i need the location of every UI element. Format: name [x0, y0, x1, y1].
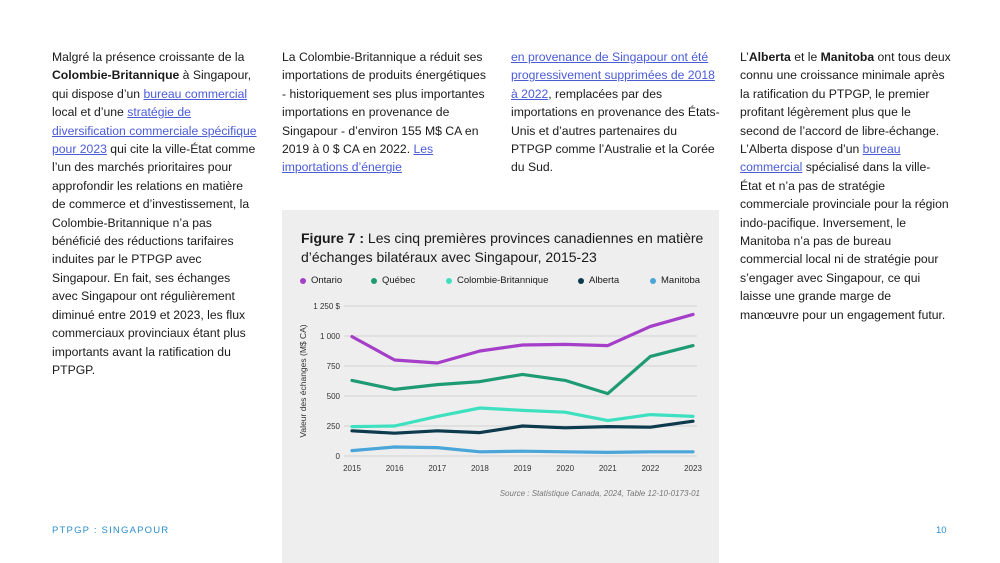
y-tick-label: 0 — [336, 452, 341, 461]
legend-item-alberta: Alberta — [578, 275, 619, 286]
y-tick-label: 750 — [327, 362, 341, 371]
legend-label: Manitoba — [661, 275, 701, 286]
legend-item-colombie-britannique: Colombie-Britannique — [446, 275, 548, 286]
figure-label: Figure 7 : — [301, 230, 365, 246]
y-tick-label: 250 — [327, 422, 341, 431]
text-column-3: en provenance de Singapour ont été progr… — [511, 48, 721, 177]
footer-title: PTPGP : SINGAPOUR — [52, 525, 170, 536]
legend-swatch — [300, 277, 306, 284]
series-line-manitoba — [350, 445, 695, 454]
text-run: La Colombie-Britannique a réduit ses imp… — [282, 50, 486, 157]
line-chart: 0 250 500 750 1 000 1 250 $ 2015 2016 2017 2018 20… — [298, 302, 702, 473]
x-tick-label: 2017 — [428, 464, 446, 473]
text-run: à Singapour, qui dispose d’un — [52, 68, 252, 101]
text-run: local et d’une — [52, 105, 128, 120]
text-run: Malgré la présence croissante de la — [52, 50, 245, 64]
link-bureau-commercial-alberta[interactable]: bureau commercial — [740, 142, 901, 175]
bold-text: Alberta — [748, 50, 791, 64]
legend-label: Alberta — [589, 275, 620, 286]
text-column-2: La Colombie-Britannique a réduit ses imp… — [282, 48, 492, 177]
page-number: 10 — [936, 525, 947, 536]
link-importations-supprimees[interactable]: en provenance de Singapour ont été progr… — [511, 50, 715, 101]
paragraph: La Colombie-Britannique a réduit ses imp… — [282, 48, 492, 177]
text-run: L’ — [740, 50, 749, 64]
bold-text: Colombie-Britannique — [52, 68, 180, 83]
text-column-1: Malgré la présence croissante de la Colo… — [52, 48, 257, 379]
x-tick-label: 2020 — [556, 464, 574, 473]
x-tick-label: 2016 — [386, 464, 404, 473]
text-run: ont tous deux connu une croissance minim… — [740, 50, 951, 157]
text-column-4: L’Alberta et le Manitoba ont tous deux c… — [740, 48, 952, 324]
legend-label: Ontario — [311, 275, 343, 286]
figure-title: Figure 7 : Les cinq premières provinces … — [301, 229, 711, 267]
series-line-qu-bec — [350, 343, 695, 396]
x-tick-label: 2019 — [514, 464, 532, 473]
chart-legend: Ontario Québec Colombie-Britannique Albe… — [300, 275, 715, 289]
paragraph: L’Alberta et le Manitoba ont tous deux c… — [740, 48, 952, 324]
link-strategie-diversification[interactable]: stratégie de diversification commerciale… — [52, 105, 257, 157]
series-line-alberta — [350, 419, 695, 435]
x-tick-label: 2021 — [599, 464, 617, 473]
y-tick-label: 1 250 $ — [313, 302, 340, 311]
legend-label: Québec — [382, 275, 416, 286]
text-run: et le — [790, 50, 821, 64]
link-bureau-commercial[interactable]: bureau commercial — [143, 86, 248, 101]
x-tick-label: 2023 — [684, 464, 702, 473]
legend-swatch — [371, 277, 377, 284]
text-run: spécialisé dans la ville-État et n’a pas… — [740, 160, 949, 322]
text-run: qui cite la ville-État comme l’un des ma… — [52, 142, 256, 377]
y-tick-label: 1 000 — [320, 332, 341, 341]
figure-source: Source : Statistique Canada, 2024, Table… — [499, 489, 700, 498]
y-axis-label: Valeur des échanges (M$ CA) — [298, 324, 308, 437]
figure-title-text: Les cinq premières provinces canadiennes… — [301, 230, 704, 265]
legend-item-quebec: Québec — [371, 275, 415, 286]
legend-swatch — [578, 277, 584, 284]
x-tick-label: 2022 — [641, 464, 659, 473]
series-line-colombie-britannique — [350, 406, 695, 429]
bold-text: Manitoba — [820, 50, 875, 64]
series-line-ontario — [350, 312, 695, 365]
y-tick-label: 500 — [327, 392, 341, 401]
legend-swatch — [446, 277, 452, 284]
paragraph: en provenance de Singapour ont été progr… — [511, 48, 721, 177]
link-importations-energie[interactable]: Les importations d’énergie — [282, 142, 434, 175]
legend-swatch — [650, 277, 656, 284]
x-tick-label: 2015 — [343, 464, 361, 473]
legend-label: Colombie-Britannique — [457, 275, 549, 286]
figure-panel — [282, 210, 719, 563]
legend-item-ontario: Ontario — [300, 275, 342, 286]
legend-item-manitoba: Manitoba — [650, 275, 700, 286]
x-tick-label: 2018 — [471, 464, 489, 473]
text-run: , remplacées par des importations en pro… — [511, 86, 720, 175]
paragraph: Malgré la présence croissante de la Colo… — [52, 48, 257, 379]
